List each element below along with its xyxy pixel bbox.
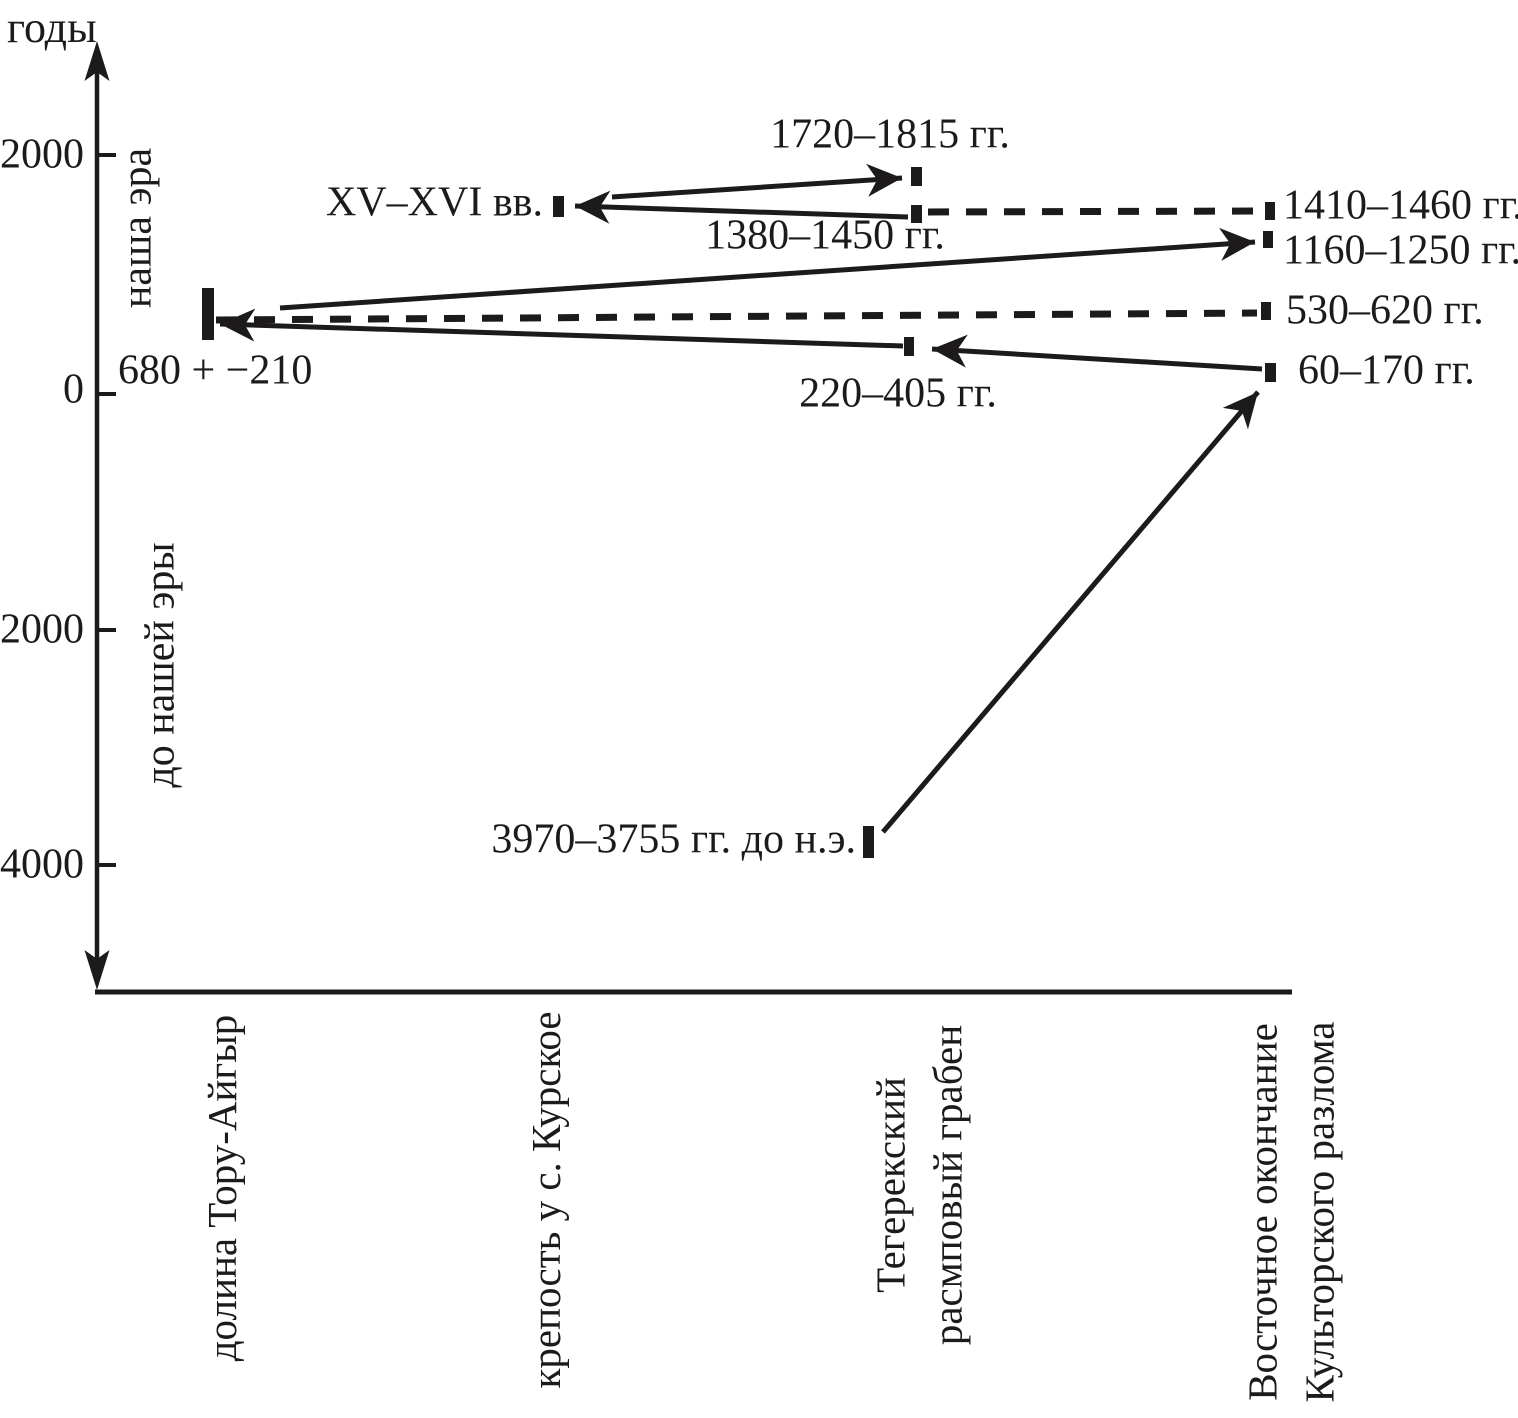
arrow-1380-to-xvxvi [574,190,909,224]
arrow-60-to-220 [931,334,1263,372]
y-ticklabel-2000bc: 2000 [0,606,84,653]
point-530 [1261,302,1271,320]
point-680-bar [202,288,214,340]
arrow-xvxvi-to-1720 [611,163,903,200]
x-category-kultor-line2: Культорского разлома [1297,1021,1343,1403]
label-1380-1450: 1380–1450 гг. [705,212,945,259]
x-category-tegerek-line2: расмповый грабен [925,1024,971,1346]
era-label-ad: наша эра [114,147,161,309]
point-1410 [1265,202,1275,220]
label-680-pm-210: 680 + −210 [118,347,313,394]
label-xv-xvi: XV–XVI вв. [326,179,543,226]
x-category-kultor-line1: Восточное окончание [1239,1023,1286,1401]
y-axis-arrow-up-icon [84,41,110,81]
link-1380-to-1410-dashed [927,207,1261,216]
y-axis-arrow-down-icon [84,950,110,990]
point-xv-xvi [553,196,564,217]
label-3970-3755: 3970–3755 гг. до н.э. [491,816,856,863]
label-1160-1250: 1160–1250 гг. [1283,227,1518,274]
arrow-3970-to-60 [881,390,1260,834]
arrow-220-to-680 [219,308,904,349]
label-60-170: 60–170 гг. [1298,347,1475,394]
y-axis-title: годы [7,3,97,52]
x-category-kurskoe: крепость у с. Курское [522,1011,569,1389]
era-label-bc: до нашей эры [137,542,184,788]
link-680-to-530-dashed [215,309,1258,324]
arrow-680-to-1160 [279,227,1256,311]
point-1380 [911,205,922,223]
x-category-tegerek: Тегерекский расмповый грабен [863,1025,978,1345]
x-category-toru-aygyr: долина Тору-Айгыр [198,1014,245,1362]
label-1720-1815: 1720–1815 гг. [770,111,1010,158]
x-category-tegerek-line1: Тегерекский [867,1077,914,1293]
y-ticklabel-2000ad: 2000 [0,131,84,178]
y-ticklabel-0: 0 [63,366,84,413]
point-1720 [911,167,922,186]
point-60 [1265,363,1276,382]
point-3970 [863,826,874,858]
label-1410-1460: 1410–1460 гг. [1283,182,1518,229]
y-ticklabel-4000bc: 4000 [0,841,84,888]
label-220-405: 220–405 гг. [799,370,997,417]
point-220 [904,337,914,356]
label-530-620: 530–620 гг. [1286,287,1484,334]
x-category-kultor: Восточное окончание Культорского разлома [1235,1022,1350,1403]
point-1160 [1263,231,1273,248]
